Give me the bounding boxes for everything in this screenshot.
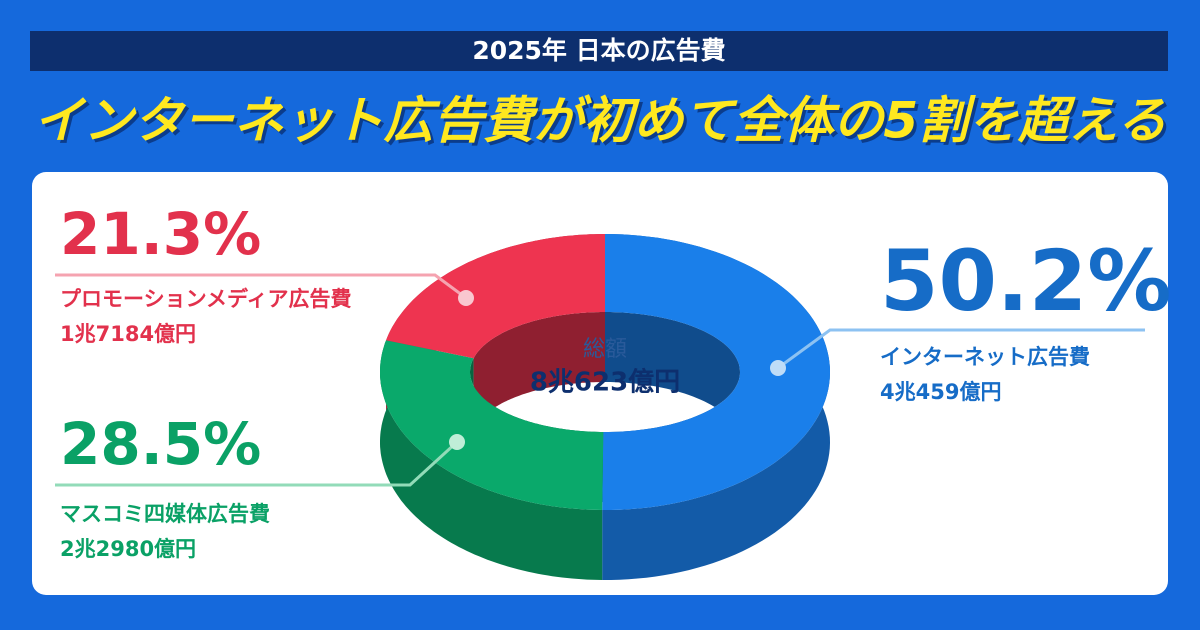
donut <box>380 234 830 580</box>
leader-line <box>55 440 459 487</box>
leader-dot <box>770 360 786 376</box>
amount-label: 4兆459億円 <box>880 380 1001 404</box>
category-label: インターネット広告費 <box>880 345 1090 369</box>
headline-shadow: インターネット広告費が初めて全体の5割を超える <box>36 95 1169 153</box>
slice <box>602 234 830 510</box>
value-label: 28.5% <box>60 410 261 478</box>
value-label: 50.2% <box>880 232 1171 330</box>
slice <box>380 340 604 510</box>
center-label: 総額 <box>583 337 627 362</box>
amount-label: 1兆7184億円 <box>60 322 196 346</box>
headline: インターネット広告費が初めて全体の5割を超える <box>33 92 1166 150</box>
title-bar <box>30 31 1168 71</box>
leader-line <box>55 273 467 300</box>
amount-label: 2兆2980億円 <box>60 537 196 561</box>
slice-inner-side <box>473 312 605 429</box>
slice-side <box>380 340 603 580</box>
category-label: プロモーションメディア広告費 <box>60 287 351 311</box>
slice <box>386 234 605 359</box>
leader-dot <box>449 434 465 450</box>
labels: 50.2% インターネット広告費 4兆459億円 28.5% マスコミ四媒体広告費 2兆2… <box>60 200 1171 561</box>
leader-line <box>777 328 1145 370</box>
leader-dot <box>458 290 474 306</box>
center-value: 8兆623億円 <box>530 368 680 398</box>
chart-title: 2025年 日本の広告費 <box>472 36 725 65</box>
category-label: マスコミ四媒体広告費 <box>60 502 270 526</box>
value-label: 21.3% <box>60 200 261 268</box>
panel <box>32 172 1168 595</box>
